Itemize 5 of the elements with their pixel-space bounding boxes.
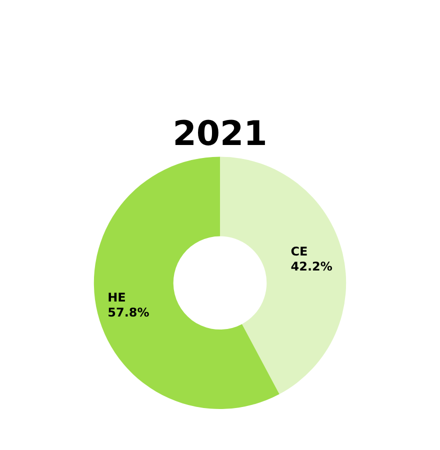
data-label: 57.8% xyxy=(108,305,150,320)
chart-title: 2021 xyxy=(172,114,268,154)
slice-label: CE xyxy=(290,244,308,259)
slice-label: HE xyxy=(108,290,126,304)
data-label: 42.2% xyxy=(290,260,332,274)
